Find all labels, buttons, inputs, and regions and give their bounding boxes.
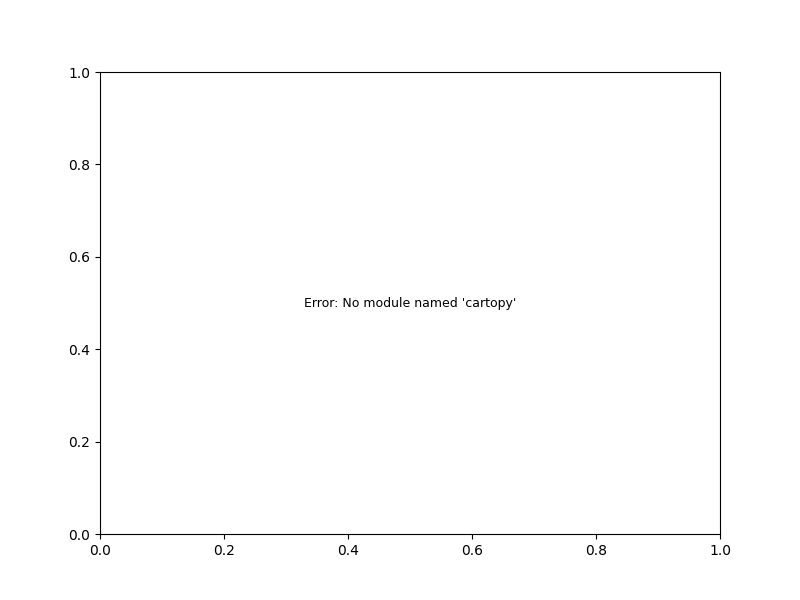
- Text: Error: No module named 'cartopy': Error: No module named 'cartopy': [304, 296, 516, 310]
